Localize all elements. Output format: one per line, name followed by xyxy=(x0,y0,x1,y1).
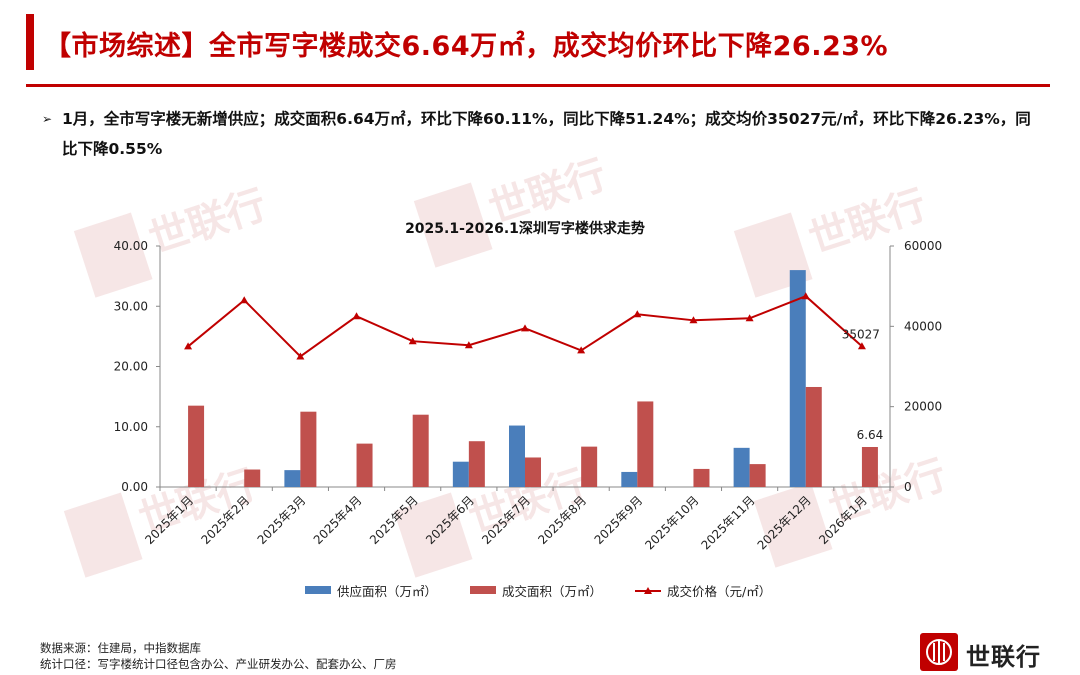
page-title: 【市场综述】全市写字楼成交6.64万㎡，成交均价环比下降26.23% xyxy=(44,31,889,62)
deal-bar xyxy=(244,469,261,487)
price-point xyxy=(464,341,473,349)
title-accent xyxy=(26,14,34,70)
deal-bar xyxy=(412,414,429,487)
deal-bar xyxy=(356,443,373,487)
summary-bullet: ➢ 1月，全市写字楼无新增供应；成交面积6.64万㎡，环比下降60.11%，同比… xyxy=(42,104,1034,164)
deal-bar xyxy=(300,411,317,487)
supply-bar xyxy=(452,461,469,487)
data-scope: 统计口径：写字楼统计口径包含办公、产业研发办公、配套办公、厂房 xyxy=(40,657,397,671)
supply-bar xyxy=(509,425,525,487)
footer: 数据来源：住建局，中指数据库 统计口径：写字楼统计口径包含办公、产业研发办公、配… xyxy=(40,640,397,672)
right-tick-label: 20000 xyxy=(904,400,942,414)
data-source: 数据来源：住建局，中指数据库 xyxy=(40,641,201,655)
price-point xyxy=(352,312,361,320)
price-data-label: 35027 xyxy=(842,327,880,341)
legend-price-label: 成交价格（元/㎡） xyxy=(667,584,771,599)
x-tick-label: 2025年4月 xyxy=(311,493,365,547)
chart-title: 2025.1-2026.1深圳写字楼供求走势 xyxy=(405,220,645,237)
x-tick-label: 2025年12月 xyxy=(755,493,814,552)
title-bar: 【市场综述】全市写字楼成交6.64万㎡，成交均价环比下降26.23% xyxy=(0,0,1080,88)
right-tick-label: 40000 xyxy=(904,319,942,333)
area-data-label: 6.64 xyxy=(857,428,884,442)
price-point xyxy=(857,342,866,350)
x-tick-label: 2025年11月 xyxy=(698,493,757,552)
left-tick-label: 30.00 xyxy=(114,299,148,313)
price-point xyxy=(521,324,529,332)
x-tick-label: 2025年3月 xyxy=(255,493,309,547)
price-point xyxy=(184,342,193,350)
price-point xyxy=(689,316,698,324)
deal-bar xyxy=(468,441,485,487)
legend-supply-swatch xyxy=(305,586,331,594)
deal-bar xyxy=(188,405,205,487)
x-tick-label: 2025年10月 xyxy=(642,493,701,552)
left-tick-label: 40.00 xyxy=(114,239,148,253)
legend-deal-label: 成交面积（万㎡） xyxy=(502,584,602,599)
price-point xyxy=(745,314,754,322)
price-point xyxy=(801,292,810,300)
deal-bar xyxy=(861,446,878,487)
deal-bar xyxy=(637,401,654,487)
title-rule xyxy=(26,84,1050,87)
brand-name: 世联行 xyxy=(966,643,1041,671)
deal-bar xyxy=(805,386,822,487)
left-tick-label: 20.00 xyxy=(114,360,148,374)
legend-deal-swatch xyxy=(470,586,496,594)
supply-bar xyxy=(733,447,750,487)
deal-bar xyxy=(525,457,541,487)
deal-bar xyxy=(581,446,598,487)
x-tick-label: 2026年1月 xyxy=(816,493,870,547)
x-tick-label: 2025年5月 xyxy=(367,493,421,547)
price-point xyxy=(240,296,249,304)
supply-bar xyxy=(284,470,301,487)
price-point xyxy=(408,337,417,345)
price-point xyxy=(633,310,642,318)
supply-bar xyxy=(621,471,638,487)
x-tick-label: 2025年9月 xyxy=(592,493,646,547)
price-point xyxy=(577,346,586,354)
legend-supply-label: 供应面积（万㎡） xyxy=(337,584,437,599)
left-tick-label: 10.00 xyxy=(114,420,148,434)
x-tick-label: 2025年1月 xyxy=(142,493,196,547)
deal-bar xyxy=(749,464,766,487)
supply-bar xyxy=(789,270,806,487)
x-tick-label: 2025年8月 xyxy=(535,493,589,547)
logo-mark-icon xyxy=(920,633,958,671)
price-point xyxy=(296,352,305,360)
summary-text: 1月，全市写字楼无新增供应；成交面积6.64万㎡，环比下降60.11%，同比下降… xyxy=(62,110,1031,158)
left-tick-label: 0.00 xyxy=(121,480,148,494)
x-tick-label: 2025年7月 xyxy=(479,493,533,547)
bullet-arrow-icon: ➢ xyxy=(42,112,53,126)
x-tick-label: 2025年6月 xyxy=(423,493,477,547)
right-tick-label: 0 xyxy=(904,480,912,494)
x-tick-label: 2025年2月 xyxy=(198,493,252,547)
right-tick-label: 60000 xyxy=(904,239,942,253)
legend-price-marker xyxy=(644,587,652,594)
deal-bar xyxy=(693,468,710,487)
